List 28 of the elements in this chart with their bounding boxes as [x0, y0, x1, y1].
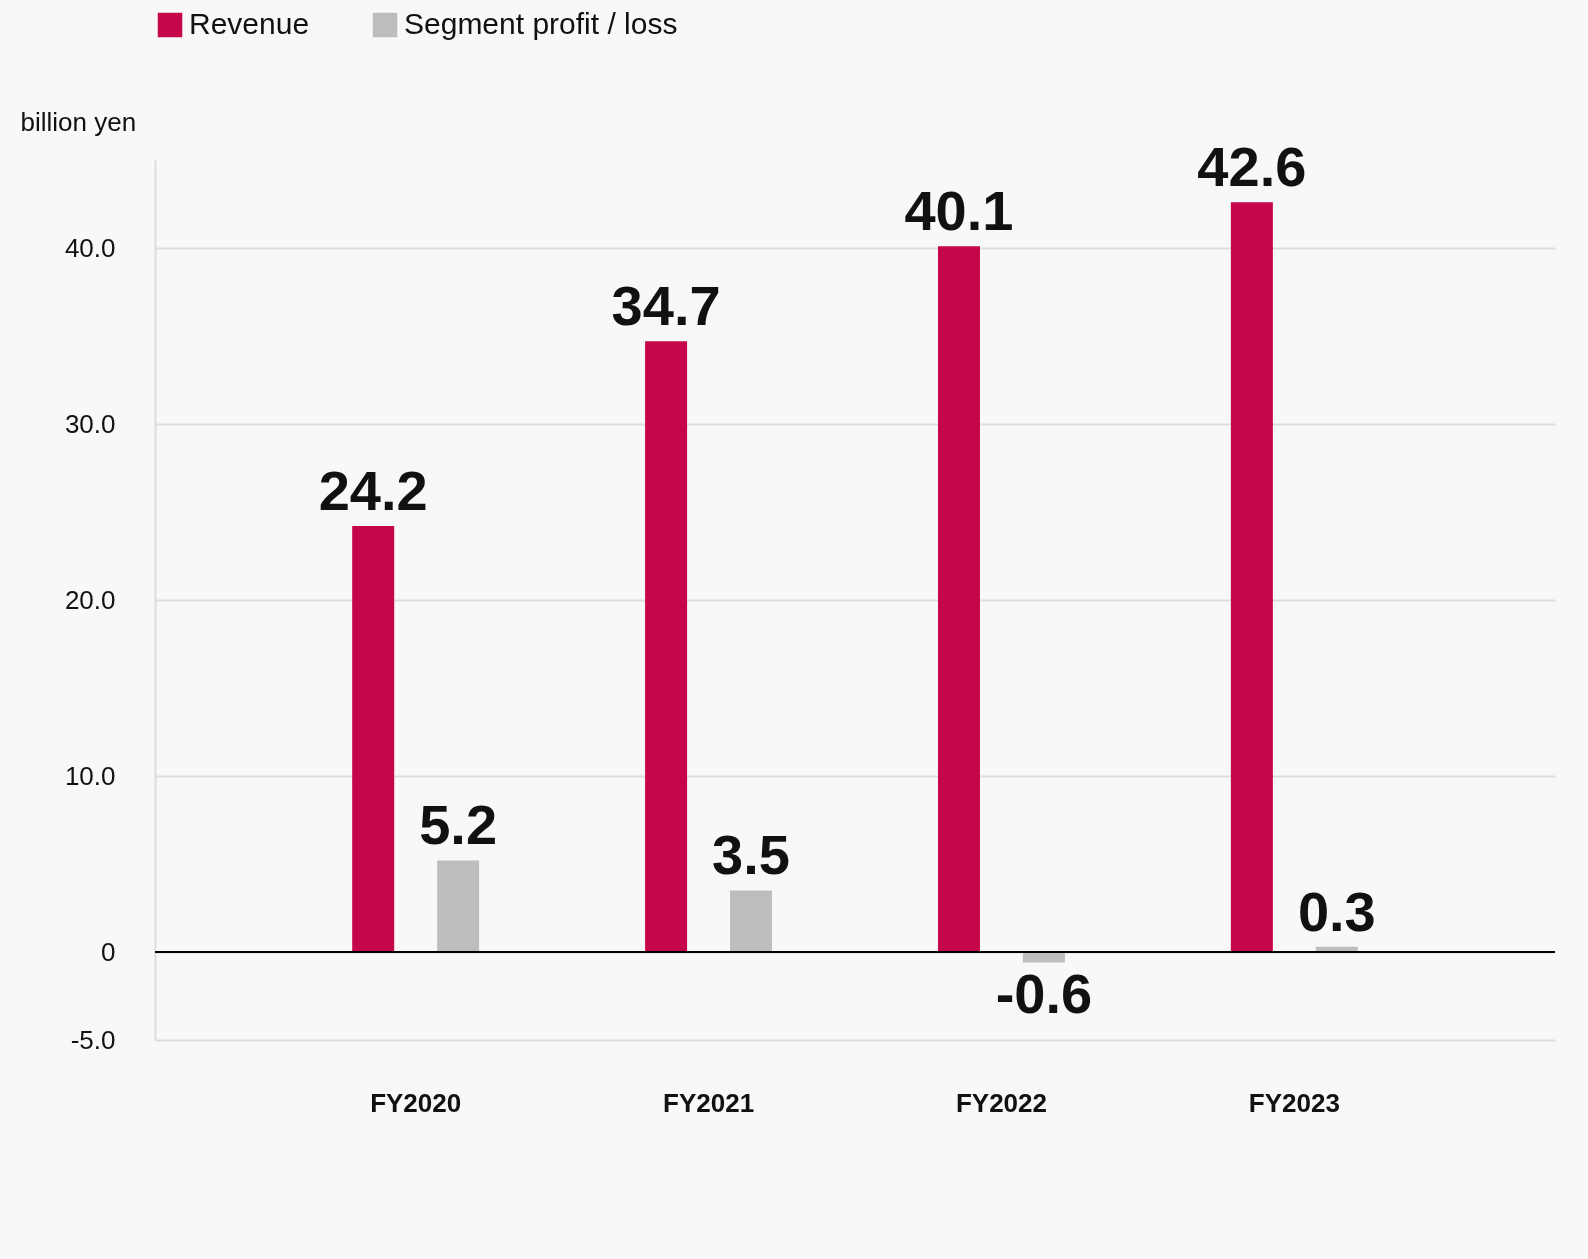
- y-tick-label: 40.0: [64, 232, 116, 263]
- data-label: 34.7: [611, 274, 721, 338]
- y-axis-title: billion yen: [20, 106, 137, 137]
- x-tick-label: FY2021: [663, 1087, 755, 1118]
- legend-label: Segment profit / loss: [404, 7, 678, 40]
- bar: [437, 860, 480, 952]
- y-tick-label: 20.0: [64, 584, 116, 615]
- bar: [1230, 202, 1273, 952]
- data-label: 42.6: [1197, 135, 1307, 199]
- bar: [937, 246, 980, 952]
- y-tick-label: 0: [101, 936, 116, 967]
- legend-label: Revenue: [189, 7, 310, 40]
- data-label: 5.2: [419, 793, 498, 857]
- data-label: 24.2: [318, 459, 428, 523]
- data-label: -0.6: [995, 961, 1093, 1025]
- bar: [645, 341, 688, 952]
- data-label: 3.5: [712, 823, 790, 887]
- y-tick-label: -5.0: [70, 1024, 116, 1055]
- y-tick-label: 30.0: [64, 408, 116, 439]
- bar: [352, 526, 395, 952]
- x-tick-label: FY2022: [955, 1087, 1047, 1118]
- x-tick-label: FY2020: [370, 1087, 462, 1118]
- bar: [1022, 952, 1065, 963]
- x-tick-label: FY2023: [1248, 1087, 1340, 1118]
- data-label: 40.1: [904, 179, 1014, 243]
- data-label: 0.3: [1297, 879, 1376, 943]
- y-tick-label: 10.0: [64, 760, 116, 791]
- bar: [730, 890, 773, 952]
